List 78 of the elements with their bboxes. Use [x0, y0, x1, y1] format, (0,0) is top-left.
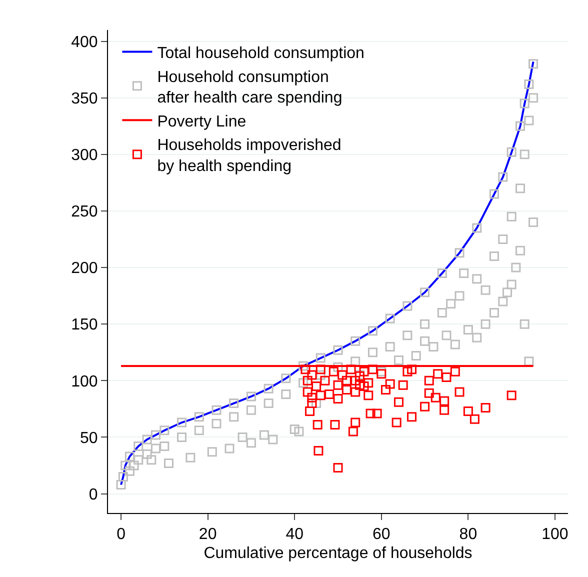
point	[302, 387, 312, 397]
x-tick-label: 20	[198, 526, 217, 544]
point	[350, 418, 360, 428]
point	[359, 366, 369, 376]
point	[346, 364, 356, 374]
point	[424, 376, 434, 386]
point	[320, 376, 330, 386]
point	[302, 376, 312, 386]
y-tick-label: 100	[71, 373, 98, 390]
point	[402, 366, 412, 376]
point	[316, 390, 326, 400]
y-tick-label: 200	[71, 260, 98, 278]
x-axis-title: Cumulative percentage of households	[204, 544, 472, 562]
legend-label: Households impoverished by health spending	[157, 137, 342, 175]
point	[348, 426, 358, 436]
point	[368, 364, 378, 374]
y-tick-label: 350	[71, 90, 98, 108]
point	[420, 402, 430, 412]
point	[394, 397, 404, 407]
point	[333, 380, 343, 390]
point	[312, 382, 322, 392]
y-tick-label: 150	[71, 316, 98, 334]
point	[430, 392, 440, 402]
x-tick-label: 80	[459, 526, 478, 544]
point	[376, 369, 386, 379]
point	[372, 408, 382, 418]
point	[307, 370, 317, 380]
point	[350, 376, 360, 386]
y-tick-label: 0	[88, 486, 98, 504]
point	[307, 392, 317, 402]
point	[398, 380, 408, 390]
point	[342, 384, 352, 394]
point	[305, 406, 315, 416]
point	[333, 394, 343, 404]
point	[359, 382, 369, 392]
point	[424, 388, 434, 398]
y-tick-label: 50	[80, 430, 98, 447]
point	[440, 396, 450, 406]
legend-label: Household consumption after health care spending	[157, 68, 342, 107]
point	[440, 405, 450, 415]
point	[300, 364, 310, 374]
point	[354, 380, 364, 390]
point	[470, 414, 480, 424]
point	[307, 398, 317, 408]
point	[316, 364, 326, 374]
point	[338, 370, 348, 380]
point	[392, 418, 402, 428]
point	[364, 390, 374, 400]
y-tick-label: 400	[71, 34, 98, 51]
point	[312, 420, 322, 430]
x-tick-label: 0	[116, 526, 126, 544]
point	[342, 376, 352, 386]
point	[350, 387, 360, 397]
point	[314, 446, 324, 456]
point	[333, 463, 343, 472]
legend-label: Total household consumption	[157, 44, 364, 62]
point	[463, 406, 473, 416]
x-tick-label: 60	[372, 526, 390, 544]
point	[328, 366, 338, 376]
y-tick-label: 300	[71, 147, 98, 164]
point	[407, 364, 417, 374]
point	[407, 412, 417, 422]
x-tick-label: 40	[286, 526, 304, 544]
point	[385, 379, 395, 389]
point	[324, 389, 334, 399]
point	[506, 390, 516, 400]
point	[480, 403, 490, 413]
point	[330, 420, 340, 430]
point	[450, 366, 460, 376]
point	[364, 378, 374, 388]
point	[442, 372, 452, 382]
y-tick-label: 250	[71, 204, 98, 221]
legend-label: Poverty Line	[157, 113, 246, 130]
point	[366, 408, 376, 418]
point	[454, 387, 464, 397]
point	[380, 384, 390, 394]
point	[433, 369, 443, 379]
x-tick-label: 100	[542, 526, 568, 544]
